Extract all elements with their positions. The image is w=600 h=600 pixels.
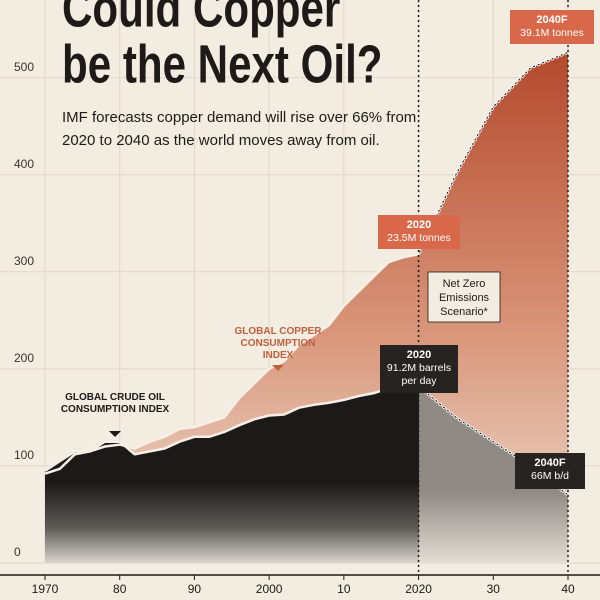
annotation-box [378,215,460,249]
annotation-box [515,453,585,489]
chart-title: Could Copper [62,0,340,39]
annotation-text: 2020 [407,349,431,361]
annotation-text: Emissions [439,292,490,304]
annotation-text: Net Zero [443,278,486,290]
area [45,385,420,563]
pointer [272,365,284,371]
y-tick-label: 500 [14,60,34,74]
y-tick-label: 300 [14,254,34,268]
area-forecast [419,386,568,563]
annotation-text: 66M b/d [531,470,569,482]
line [44,248,420,475]
subtitle: 2020 to 2040 as the world moves away fro… [62,132,380,149]
annotation-text: 39.1M tonnes [520,27,584,39]
x-tick-label: 80 [113,582,127,596]
x-tick-label: 40 [561,582,575,596]
annotation-box [510,10,594,44]
subtitle: IMF forecasts copper demand will rise ov… [62,109,416,126]
annotation-text: per day [401,375,437,387]
x-tick-label: 10 [337,582,351,596]
x-tick-label: 90 [188,582,202,596]
series-label: GLOBAL CRUDE OIL CONSUMPTION INDEX [61,392,170,415]
y-tick-label: 400 [14,157,34,171]
x-tick-label: 2020 [405,582,432,596]
annotation-text: 2040F [536,14,567,26]
annotation-text: 91.2M barrels [387,362,451,374]
annotation-box [380,345,458,393]
pointer [109,431,121,437]
annotation-text: 23.5M tonnes [387,232,451,244]
x-tick-label: 30 [487,582,501,596]
y-tick-label: 100 [14,448,34,462]
y-tick-label: 0 [14,545,21,559]
annotation-text: 2040F [534,457,565,469]
series-label: GLOBAL COPPER CONSUMPTION INDEX [234,326,322,361]
annotation-box [427,271,501,323]
chart-title: be the Next Oil? [62,34,383,94]
annotation-text: Scenario* [440,306,488,318]
x-tick-label: 2000 [256,582,283,596]
annotation-text: 2020 [407,219,431,231]
x-tick-label: 1970 [32,582,59,596]
y-tick-label: 200 [14,351,34,365]
